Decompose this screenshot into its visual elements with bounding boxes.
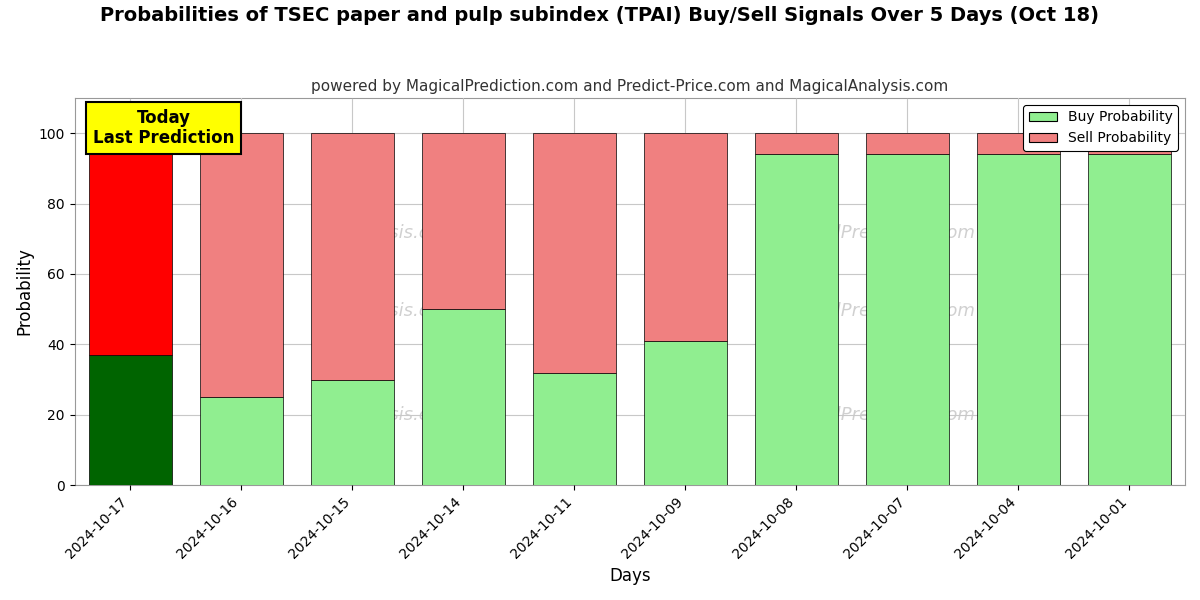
Bar	[865, 154, 949, 485]
Text: calAnalysis.com: calAnalysis.com	[313, 302, 457, 320]
Bar	[311, 380, 394, 485]
Bar	[199, 133, 283, 397]
Text: Today
Last Prediction: Today Last Prediction	[92, 109, 234, 148]
Bar	[1088, 154, 1171, 485]
Bar	[977, 154, 1060, 485]
X-axis label: Days: Days	[610, 567, 650, 585]
Text: MagicalPrediction.com: MagicalPrediction.com	[773, 406, 976, 424]
Bar	[89, 355, 172, 485]
Text: calAnalysis.com: calAnalysis.com	[313, 224, 457, 242]
Bar	[89, 133, 172, 355]
Bar	[421, 309, 505, 485]
Title: powered by MagicalPrediction.com and Predict-Price.com and MagicalAnalysis.com: powered by MagicalPrediction.com and Pre…	[311, 79, 948, 94]
Y-axis label: Probability: Probability	[16, 248, 34, 335]
Text: calAnalysis.com: calAnalysis.com	[313, 406, 457, 424]
Text: MagicalPrediction.com: MagicalPrediction.com	[773, 224, 976, 242]
Bar	[865, 133, 949, 154]
Text: Probabilities of TSEC paper and pulp subindex (TPAI) Buy/Sell Signals Over 5 Day: Probabilities of TSEC paper and pulp sub…	[101, 6, 1099, 25]
Bar	[643, 133, 727, 341]
Bar	[643, 341, 727, 485]
Bar	[1088, 133, 1171, 154]
Bar	[533, 373, 616, 485]
Bar	[755, 133, 838, 154]
Bar	[311, 133, 394, 380]
Text: MagicalPrediction.com: MagicalPrediction.com	[773, 302, 976, 320]
Bar	[199, 397, 283, 485]
Bar	[533, 133, 616, 373]
Bar	[755, 154, 838, 485]
Legend: Buy Probability, Sell Probability: Buy Probability, Sell Probability	[1024, 105, 1178, 151]
Bar	[977, 133, 1060, 154]
Bar	[421, 133, 505, 309]
